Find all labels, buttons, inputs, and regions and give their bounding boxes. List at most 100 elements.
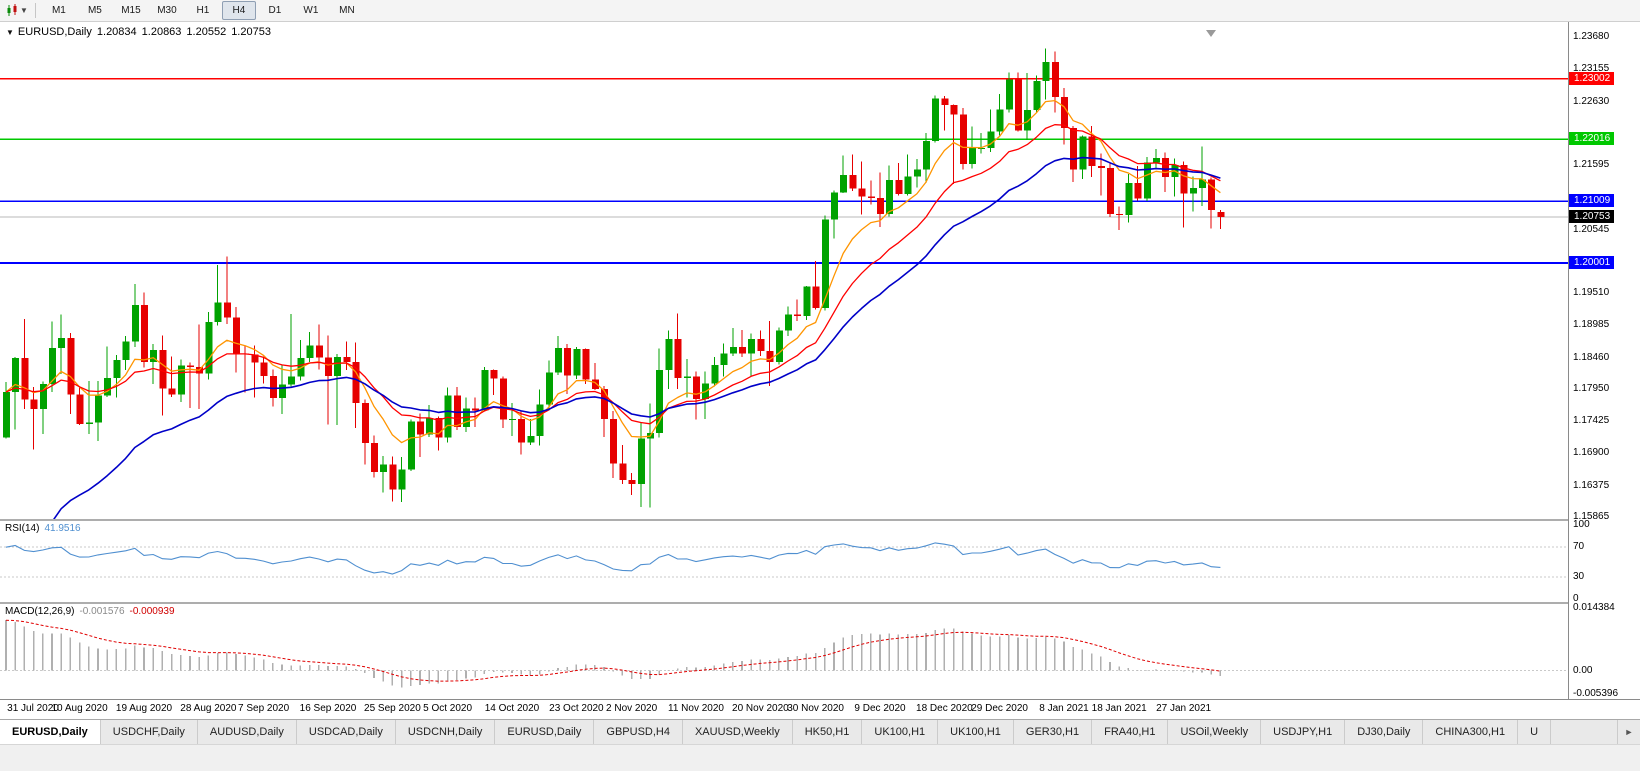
rsi-indicator-label: RSI(14) 41.9516: [5, 523, 81, 534]
candle-body: [619, 463, 627, 480]
candle-body: [76, 394, 84, 424]
chart-tab-8-hk50-h1[interactable]: HK50,H1: [793, 720, 863, 744]
rsi-axis-tick: 30: [1573, 570, 1585, 582]
timeframe-m15-button[interactable]: M15: [121, 5, 141, 16]
price-plot[interactable]: [0, 22, 1568, 519]
candle-body: [1217, 211, 1225, 217]
chart-type-dropdown-caret-icon[interactable]: ▼: [20, 6, 28, 15]
rsi-plot[interactable]: [0, 521, 1568, 601]
chart-shift-marker-icon[interactable]: [1206, 30, 1216, 37]
price-axis[interactable]: 1.23680 1.23155 1.22630 1.21595 1.20545 1.195…: [1568, 22, 1640, 699]
candle-body: [3, 392, 10, 438]
chart-tab-9-uk100-h1[interactable]: UK100,H1: [862, 720, 939, 744]
candle-body: [1088, 136, 1096, 166]
panel-splitter[interactable]: [0, 602, 1640, 604]
candle-body: [656, 369, 664, 434]
candle-body: [1180, 164, 1188, 194]
macd-main-value: -0.001576: [79, 606, 125, 617]
date-axis-tick: 20 Nov 2020: [732, 703, 789, 714]
ohlc-low: 1.20552: [186, 26, 227, 38]
candle-body: [1024, 110, 1032, 131]
candle-body: [95, 395, 102, 423]
date-axis-tick: 8 Jan 2021: [1039, 703, 1089, 714]
timeframe-m5-button[interactable]: M5: [87, 5, 102, 16]
candle-body: [564, 347, 572, 376]
candle-body: [85, 422, 93, 424]
chart-tab-10-uk100-h1[interactable]: UK100,H1: [938, 720, 1014, 744]
timeframe-toolbar: ▼ M1 M5 M15 M30 H1 H4 D1 W1 MN: [0, 0, 1640, 22]
tab-bar-spacer: [1551, 720, 1617, 744]
tab-scroll-right-icon[interactable]: ►: [1617, 720, 1640, 744]
candle-body: [12, 358, 20, 392]
price-level-tag: 1.21009: [1569, 194, 1615, 208]
candle-body: [251, 354, 259, 363]
candle-body: [923, 140, 930, 170]
price-axis-tick: 1.21595: [1573, 159, 1610, 171]
candle-body: [49, 347, 56, 384]
chart-tab-7-xauusd-weekly[interactable]: XAUUSD,Weekly: [683, 720, 793, 744]
candle-body: [104, 377, 112, 396]
price-axis-tick: 1.16900: [1573, 447, 1610, 459]
chart-tab-3-usdcad-daily[interactable]: USDCAD,Daily: [297, 720, 396, 744]
timeframe-m30-button[interactable]: M30: [157, 5, 177, 16]
chart-tab-15-dj30-daily[interactable]: DJ30,Daily: [1345, 720, 1424, 744]
candle-body: [472, 408, 480, 411]
candle-body: [1116, 213, 1124, 216]
candle-body: [380, 464, 388, 472]
chart-tab-16-china300-h1[interactable]: CHINA300,H1: [1423, 720, 1519, 744]
ohlc-open: 1.20834: [96, 26, 137, 38]
candle-body: [545, 372, 553, 405]
time-axis[interactable]: 31 Jul 2020 10 Aug 2020 19 Aug 2020 28 Aug …: [0, 699, 1640, 719]
date-axis-tick: 19 Aug 2020: [115, 703, 173, 714]
chart-tab-2-audusd-daily[interactable]: AUDUSD,Daily: [198, 720, 297, 744]
timeframe-h1-button[interactable]: H1: [196, 5, 210, 16]
date-axis-tick: 10 Aug 2020: [51, 703, 108, 714]
timeframe-h4-button[interactable]: H4: [221, 1, 256, 20]
chart-tab-0-eurusd-daily[interactable]: EURUSD,Daily: [0, 720, 101, 744]
candle-body: [720, 353, 728, 365]
timeframe-m1-button[interactable]: M1: [51, 5, 66, 16]
candle-body: [1134, 183, 1142, 199]
candle-body: [785, 314, 792, 331]
rsi-name: RSI(14): [5, 523, 40, 534]
candle-body: [21, 358, 29, 400]
candle-body: [233, 317, 240, 354]
price-axis-tick: 1.23680: [1573, 31, 1610, 42]
chart-tab-12-fra40-h1[interactable]: FRA40,H1: [1092, 720, 1169, 744]
date-axis-tick: 28 Aug 2020: [180, 703, 237, 714]
candle-body: [683, 376, 691, 378]
chart-tab-5-eurusd-daily[interactable]: EURUSD,Daily: [495, 720, 595, 744]
timeframe-w1-button[interactable]: W1: [303, 5, 319, 16]
candle-body: [665, 339, 673, 370]
candle-body: [67, 338, 75, 395]
date-axis-tick: 27 Jan 2021: [1156, 703, 1212, 714]
price-level-tag: 1.23002: [1569, 71, 1615, 85]
date-axis-tick: 31 Jul 2020: [7, 703, 59, 714]
chart-tab-13-usoil-weekly[interactable]: USOil,Weekly: [1168, 720, 1262, 744]
moving-average-line: [53, 156, 1221, 519]
chart-tab-14-usdjpy-h1[interactable]: USDJPY,H1: [1261, 720, 1346, 744]
date-axis-tick: 18 Jan 2021: [1091, 703, 1147, 714]
timeframe-mn-button[interactable]: MN: [339, 5, 355, 16]
date-axis-tick: 2 Nov 2020: [606, 703, 658, 714]
candle-body: [205, 322, 213, 374]
chart-tab-4-usdcnh-daily[interactable]: USDCNH,Daily: [396, 720, 496, 744]
chart-tab-11-ger30-h1[interactable]: GER30,H1: [1014, 720, 1093, 744]
chart-tab-6-gbpusd-h4[interactable]: GBPUSD,H4: [594, 720, 683, 744]
chart-type-icon[interactable]: [4, 3, 20, 19]
macd-plot[interactable]: [0, 604, 1568, 698]
candle-body: [1199, 179, 1206, 189]
candle-body: [39, 384, 47, 410]
chart-tab-1-usdchf-daily[interactable]: USDCHF,Daily: [101, 720, 198, 744]
panel-splitter[interactable]: [0, 519, 1640, 521]
chart-tab-17-u[interactable]: U: [1518, 720, 1552, 744]
macd-axis-tick: 0.00: [1573, 664, 1593, 676]
candle-body: [610, 419, 618, 464]
timeframe-d1-button[interactable]: D1: [268, 5, 282, 16]
moving-average-line: [5, 124, 1221, 425]
candle-body: [849, 175, 857, 189]
ohlc-high: 1.20863: [141, 26, 182, 38]
rsi-axis-tick: 100: [1573, 519, 1590, 530]
candle-body: [306, 345, 314, 359]
candle-body: [591, 379, 599, 389]
